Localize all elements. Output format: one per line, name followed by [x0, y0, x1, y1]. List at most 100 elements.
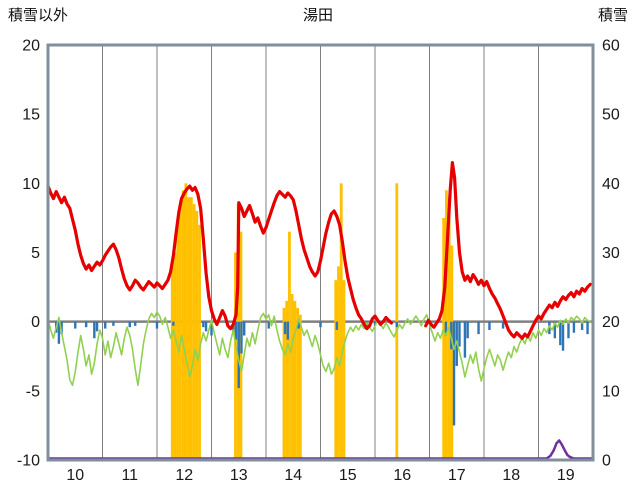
- blue-bar: [452, 321, 456, 426]
- blue-bar: [458, 321, 461, 347]
- orange-bar: [195, 211, 199, 460]
- blue-bar: [319, 321, 322, 328]
- blue-bar: [395, 321, 398, 328]
- x-axis-tick-label: 17: [448, 467, 466, 484]
- blue-bar: [57, 321, 61, 344]
- left-axis-tick-label: 15: [22, 107, 40, 124]
- x-axis-tick-label: 16: [393, 467, 411, 484]
- blue-bar: [466, 321, 469, 339]
- blue-bar: [444, 321, 448, 336]
- blue-bar: [74, 321, 77, 329]
- blue-bar: [93, 321, 96, 339]
- blue-bar: [234, 321, 238, 340]
- left-axis-tick-label: 0: [31, 314, 40, 331]
- x-axis-tick-label: 13: [230, 467, 248, 484]
- orange-bar: [342, 280, 346, 460]
- red-line: [424, 161, 592, 340]
- orange-bar: [293, 300, 297, 460]
- blue-bar: [204, 321, 208, 332]
- blue-bar: [283, 321, 287, 335]
- orange-bar: [339, 183, 343, 461]
- right-axis-tick-label: 20: [602, 314, 620, 331]
- blue-bar: [128, 321, 131, 328]
- orange-bar: [192, 204, 196, 460]
- blue-bar: [243, 321, 246, 336]
- blue-bar: [567, 321, 570, 339]
- orange-bar: [189, 197, 193, 460]
- orange-bar: [290, 294, 294, 460]
- blue-bar: [95, 321, 99, 332]
- orange-bar: [179, 204, 182, 460]
- orange-bar: [450, 245, 454, 460]
- orange-bar: [170, 266, 174, 460]
- blue-bar: [477, 321, 480, 335]
- x-axis-tick-label: 11: [121, 467, 138, 484]
- orange-bar: [184, 183, 188, 461]
- right-axis-tick-label: 30: [602, 245, 620, 262]
- x-axis-tick-label: 10: [66, 467, 84, 484]
- blue-bar: [155, 321, 159, 329]
- right-axis-title: 積雪: [598, 7, 628, 24]
- blue-bar: [553, 321, 557, 339]
- right-axis-tick-label: 0: [602, 453, 611, 470]
- plot-frame: [46, 43, 595, 462]
- blue-bar: [210, 321, 213, 336]
- orange-bar: [282, 307, 286, 460]
- blue-bar: [202, 321, 205, 328]
- left-axis-tick-label: -10: [17, 453, 40, 470]
- right-axis-tick-label: 50: [602, 107, 620, 124]
- blue-bar: [488, 321, 491, 330]
- blue-bar: [240, 321, 243, 354]
- blue-bar: [463, 321, 467, 358]
- blue-bar: [104, 321, 107, 329]
- blue-bar: [172, 321, 175, 326]
- blue-bar: [561, 321, 565, 351]
- blue-bar: [580, 321, 584, 330]
- blue-bar: [297, 321, 300, 329]
- orange-bar: [176, 224, 180, 460]
- orange-bar: [198, 224, 201, 460]
- blue-bar: [267, 321, 270, 329]
- blue-bar: [373, 321, 377, 326]
- blue-bar: [572, 321, 576, 333]
- x-axis-tick-label: 18: [502, 467, 520, 484]
- left-axis-tick-label: 5: [31, 245, 40, 262]
- blue-bar: [335, 321, 339, 330]
- orange-bar: [187, 197, 191, 460]
- blue-bar: [559, 321, 562, 346]
- orange-bar: [173, 252, 177, 460]
- orange-bar: [296, 307, 300, 460]
- orange-bar: [285, 300, 289, 460]
- x-axis-tick-label: 19: [557, 467, 575, 484]
- orange-bar: [298, 314, 302, 460]
- x-axis-tick-label: 14: [284, 467, 302, 484]
- orange-bar: [442, 217, 446, 460]
- x-axis-tick-label: 15: [339, 467, 357, 484]
- orange-bar: [288, 231, 291, 460]
- blue-bar: [286, 321, 289, 340]
- orange-bar: [234, 252, 237, 460]
- blue-bar: [501, 321, 505, 329]
- blue-bar: [134, 321, 137, 326]
- chart-title: 湯田: [303, 7, 333, 24]
- blue-bar: [237, 321, 240, 389]
- right-axis-tick-label: 10: [602, 383, 620, 400]
- orange-bar: [334, 280, 338, 460]
- purple-line: [46, 439, 594, 460]
- blue-bar: [112, 321, 115, 326]
- right-axis-tick-label: 40: [602, 176, 620, 193]
- left-axis-tick-label: 10: [22, 176, 40, 193]
- left-axis-tick-label: -5: [26, 383, 40, 400]
- blue-bar: [84, 321, 88, 328]
- left-axis-tick-label: 20: [22, 38, 40, 55]
- orange-bar: [181, 190, 185, 460]
- x-axis-tick-label: 12: [175, 467, 193, 484]
- green-line: [47, 311, 592, 387]
- blue-bar: [586, 321, 589, 335]
- red-line: [46, 184, 393, 331]
- right-axis-tick-label: 60: [602, 38, 620, 55]
- blue-bar: [60, 321, 63, 335]
